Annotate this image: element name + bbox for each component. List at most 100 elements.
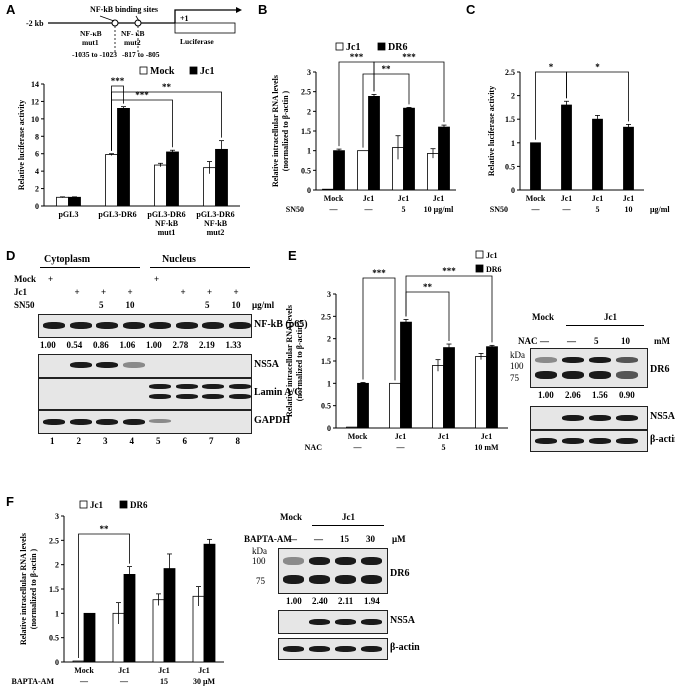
significance-mark: ** (100, 524, 110, 534)
blot-f-ns5a (278, 610, 388, 634)
blot-band (69, 322, 92, 329)
bar-a-mock-1 (105, 154, 118, 207)
schematic-mut2-l2: mut2 (124, 38, 141, 47)
blot-d-jc1-mark: + (101, 287, 107, 297)
panel-label-c: C (466, 2, 476, 17)
treatment-unit-c: μg/ml (650, 205, 670, 214)
blot-d-quant: 0.86 (93, 340, 109, 350)
bar-b-jc1-1 (357, 150, 369, 191)
blot-band (96, 322, 118, 329)
blot-e-ns5a (530, 406, 648, 430)
blot-d-lane-number: 1 (50, 436, 55, 446)
blot-e-dr6 (530, 348, 648, 388)
bar-c-value-2 (592, 118, 603, 191)
category-label-a: pGL3-DR6 (147, 210, 185, 219)
y-tick-label: 10 (31, 115, 39, 124)
blot-band (175, 384, 198, 389)
significance-mark: *** (372, 268, 386, 278)
legend-swatch-dr6 (377, 42, 386, 51)
blot-f-kda: kDa (252, 546, 267, 556)
blot-f-dose: 15 (340, 534, 349, 544)
blot-band (202, 322, 224, 329)
blot-e-m75: 75 (510, 373, 519, 383)
blot-band (589, 357, 611, 363)
legend-label-dr6: DR6 (388, 42, 407, 53)
blot-band (616, 438, 638, 444)
blot-f: Mock Jc1 BAPTA-AM — — 15 30 μM kDa 100 75 D… (244, 510, 468, 692)
blot-band (69, 419, 92, 425)
category-label-c: Mock (526, 194, 546, 203)
blot-f-quant: 2.40 (312, 596, 328, 606)
significance-bracket (405, 291, 450, 342)
y-tick-label: 6 (35, 150, 39, 159)
significance-bracket (362, 277, 396, 381)
blot-band (616, 371, 638, 379)
significance-bracket (78, 533, 130, 659)
blot-d-quant: 1.33 (225, 340, 242, 350)
blot-d-jc1-mark: + (233, 287, 239, 297)
blot-band (361, 557, 382, 565)
y-tick-label: 1.5 (321, 357, 331, 366)
blot-band (149, 419, 171, 423)
blot-f-m100: 100 (252, 556, 266, 566)
category-label-c: Jc1 (592, 194, 604, 203)
treatment-name-c: SN50 (490, 205, 508, 214)
blot-d-sn50-mark: 10 (125, 300, 135, 310)
y-tick-label: 2.5 (321, 312, 331, 321)
blot-d-jc1-mark: + (127, 287, 133, 297)
bar-f-dr6-3 (203, 543, 216, 663)
blot-band (361, 619, 382, 625)
blot-e-protein-actin: β-actin (650, 434, 675, 445)
bar-f-dr6-1 (123, 574, 136, 663)
treatment-label-e: — (353, 443, 363, 452)
treatment-label-c: 10 (625, 205, 633, 214)
treatment-name-b: SN50 (286, 205, 304, 214)
treatment-name-e: NAC (305, 443, 323, 452)
y-tick-label: 2 (327, 335, 331, 344)
chart-e: 0 0.5 1 1.5 2 2.5 3 Relative intracellular RNA … (286, 250, 508, 452)
legend-swatch-jc1 (335, 42, 344, 51)
bar-a-jc1-1 (117, 108, 130, 207)
bar-b-dr6-3 (438, 126, 450, 191)
blot-band (202, 384, 224, 389)
bar-b-jc1-0 (322, 188, 334, 191)
blot-f-quant: 2.11 (338, 596, 354, 606)
y-tick-label: 1.5 (49, 585, 59, 594)
bar-e-jc1-2 (432, 365, 444, 429)
blot-band (228, 384, 251, 389)
blot-band (309, 575, 330, 584)
blot-e-protein-ns5a: NS5A (650, 411, 675, 422)
legend-swatch-jc1 (189, 66, 198, 75)
y-tick-label: 0.5 (321, 402, 331, 411)
category-label-e: Jc1 (481, 432, 493, 441)
category-label-a: pGL3 (58, 210, 78, 219)
bar-a-mock-0 (56, 196, 69, 207)
blot-e: Mock Jc1 NAC — — 5 10 mM kDa 100 75 DR6 1.0… (510, 252, 675, 452)
blot-band (616, 415, 638, 421)
blot-e-actin (530, 430, 648, 452)
legend-swatch-jc1 (79, 500, 88, 509)
treatment-label-e: 10 mM (474, 443, 499, 452)
blot-d-sn50-mark: 10 (231, 300, 241, 310)
treatment-label-b: 5 (402, 205, 406, 214)
treatment-label-b: 10 μg/ml (424, 205, 454, 214)
blot-d: Cytoplasm Nucleus Mock Jc1 SN50 μg/ml + +… (0, 250, 308, 495)
category-label-b: Jc1 (433, 194, 445, 203)
y-tick-label: 12 (31, 97, 39, 106)
significance-bracket (373, 61, 445, 123)
blot-band (335, 619, 356, 625)
schematic-mut2-range: -817 to -805 (122, 50, 160, 59)
bar-c-value-0 (530, 142, 541, 191)
treatment-name-f: BAPTA-AM (11, 677, 54, 686)
category-label-e: Jc1 (395, 432, 407, 441)
significance-mark: ** (382, 64, 392, 74)
y-tick-label: 1.5 (301, 127, 311, 136)
y-tick-label: 0 (35, 202, 39, 211)
blot-band (589, 415, 611, 421)
legend-swatch-dr6 (475, 264, 484, 273)
nfkb-site-2 (134, 19, 142, 27)
blot-d-jc1-mark: + (74, 287, 80, 297)
blot-band (309, 619, 330, 625)
blot-d-nucleus: Nucleus (162, 254, 196, 265)
blot-band (175, 322, 198, 329)
